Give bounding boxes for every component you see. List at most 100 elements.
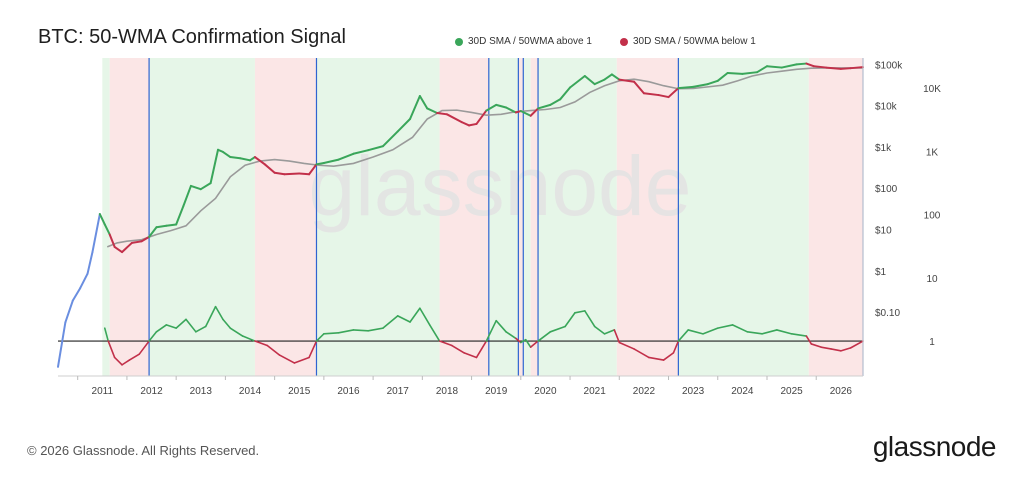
ratio-segment-60 xyxy=(731,324,749,333)
price-segment-41 xyxy=(426,107,439,114)
price-segment-15 xyxy=(165,223,178,227)
ratio-segment-15 xyxy=(229,327,244,337)
price-segment-6 xyxy=(98,213,106,226)
ratio-segment-50 xyxy=(613,329,621,344)
chart-legend: 30D SMA / 50WMA above 1 30D SMA / 50WMA … xyxy=(455,36,756,47)
ratio-segment-2 xyxy=(113,356,123,366)
price-segment-51 xyxy=(519,110,532,117)
price-segment-26 xyxy=(253,156,266,166)
price-segment-45 xyxy=(468,122,478,127)
cycle-dividers xyxy=(148,58,864,376)
price-segment-27 xyxy=(263,163,276,174)
price-segment-33 xyxy=(322,158,340,165)
price-segment-31 xyxy=(308,163,318,176)
price-segment-37 xyxy=(381,130,399,148)
legend-label-above: 30D SMA / 50WMA above 1 xyxy=(468,36,592,47)
price-segment-47 xyxy=(485,103,498,112)
legend-label-below: 30D SMA / 50WMA below 1 xyxy=(632,36,756,47)
price-segment-54 xyxy=(549,98,562,106)
regime-band-3-below xyxy=(254,58,317,376)
x-tick-label-2025: 2025 xyxy=(780,386,803,397)
price-segment-29 xyxy=(283,172,301,176)
price-segment-73 xyxy=(765,65,783,69)
x-tick-label-2020: 2020 xyxy=(534,386,557,397)
ratio-segment-68 xyxy=(830,348,842,352)
price-segment-18 xyxy=(189,184,202,191)
price-segment-52 xyxy=(529,107,540,117)
price-segment-14 xyxy=(155,224,168,229)
legend-item-above[interactable]: 30D SMA / 50WMA above 1 xyxy=(455,36,592,47)
price-segment-70 xyxy=(726,72,744,75)
ratio-segment-64 xyxy=(790,333,808,337)
ratio-segment-59 xyxy=(716,324,734,329)
price-segment-69 xyxy=(716,72,729,82)
ratio-segment-39 xyxy=(515,337,522,344)
ratio-segment-25 xyxy=(352,329,369,332)
chart-canvas[interactable]: glassnode 2011 2012 2013 2014 2015 2016 2017 20… xyxy=(0,0,1024,420)
price-segment-77 xyxy=(812,65,828,69)
ratio-segment-48 xyxy=(593,325,606,335)
ratio-segment-31 xyxy=(428,324,441,342)
x-tick-label-2018: 2018 xyxy=(436,386,459,397)
price-segment-32 xyxy=(315,162,325,166)
price-segment-65 xyxy=(667,87,680,99)
regime-band-0-above xyxy=(102,58,110,376)
price-segment-24 xyxy=(239,157,252,162)
series-lines xyxy=(57,62,864,368)
price-segment-56 xyxy=(569,74,586,89)
price-tick-label-0: $0.10 xyxy=(875,308,900,319)
price-segment-76 xyxy=(805,62,815,68)
ratio-segment-53 xyxy=(648,356,665,361)
regime-bands xyxy=(102,58,863,376)
ratio-segment-11 xyxy=(195,325,207,333)
price-segment-20 xyxy=(209,148,220,185)
ratio-segment-0 xyxy=(103,327,110,342)
ratio-segment-23 xyxy=(323,332,340,335)
ratio-segment-65 xyxy=(805,335,813,345)
ratio-segment-43 xyxy=(537,331,552,342)
ratio-segment-47 xyxy=(584,310,596,328)
brand-logo[interactable]: glassnode xyxy=(872,431,997,462)
ratio-segment-38 xyxy=(505,331,517,340)
ratio-segment-51 xyxy=(618,341,635,350)
ratio-segment-56 xyxy=(677,329,690,342)
ratio-segment-18 xyxy=(266,344,281,356)
price-segment-80 xyxy=(849,66,864,70)
price-segment-64 xyxy=(657,94,670,99)
ratio-segment-12 xyxy=(204,305,217,328)
price-segment-46 xyxy=(475,109,488,125)
ratio-tick-label-4: 10K xyxy=(923,84,941,95)
ratio-tick-label-0: 1 xyxy=(929,337,935,348)
ratio-segment-45 xyxy=(564,311,576,328)
price-segment-2 xyxy=(71,287,82,302)
price-segment-42 xyxy=(436,111,448,116)
price-segment-67 xyxy=(692,83,709,88)
price-segment-62 xyxy=(633,80,645,95)
ratio-segment-7 xyxy=(155,324,168,333)
price-segment-19 xyxy=(199,182,212,191)
price-segment-28 xyxy=(273,171,286,176)
x-tick-label-2019: 2019 xyxy=(485,386,508,397)
price-segment-4 xyxy=(86,251,94,275)
price-segment-12 xyxy=(140,235,151,243)
legend-item-below[interactable]: 30D SMA / 50WMA below 1 xyxy=(619,36,756,47)
price-segment-48 xyxy=(495,103,508,109)
ratio-segment-35 xyxy=(475,340,488,359)
ratio-segment-5 xyxy=(138,340,150,355)
x-tick-label-2024: 2024 xyxy=(731,386,754,397)
ratio-segment-40 xyxy=(520,338,527,344)
ratio-segment-62 xyxy=(761,329,778,335)
price-segment-16 xyxy=(175,204,185,226)
price-tick-label-5: $10k xyxy=(875,102,898,113)
ratio-segment-16 xyxy=(241,335,256,342)
price-segment-0 xyxy=(57,321,67,368)
price-segment-78 xyxy=(825,66,842,70)
x-tick-label-2021: 2021 xyxy=(584,386,607,397)
price-segment-79 xyxy=(839,67,852,70)
ratio-segment-9 xyxy=(175,318,187,329)
price-segment-39 xyxy=(409,95,421,121)
ratio-segment-63 xyxy=(776,329,793,335)
price-segment-58 xyxy=(593,78,606,86)
regime-band-2-above xyxy=(149,58,255,376)
chart-title: BTC: 50-WMA Confirmation Signal xyxy=(38,26,346,48)
